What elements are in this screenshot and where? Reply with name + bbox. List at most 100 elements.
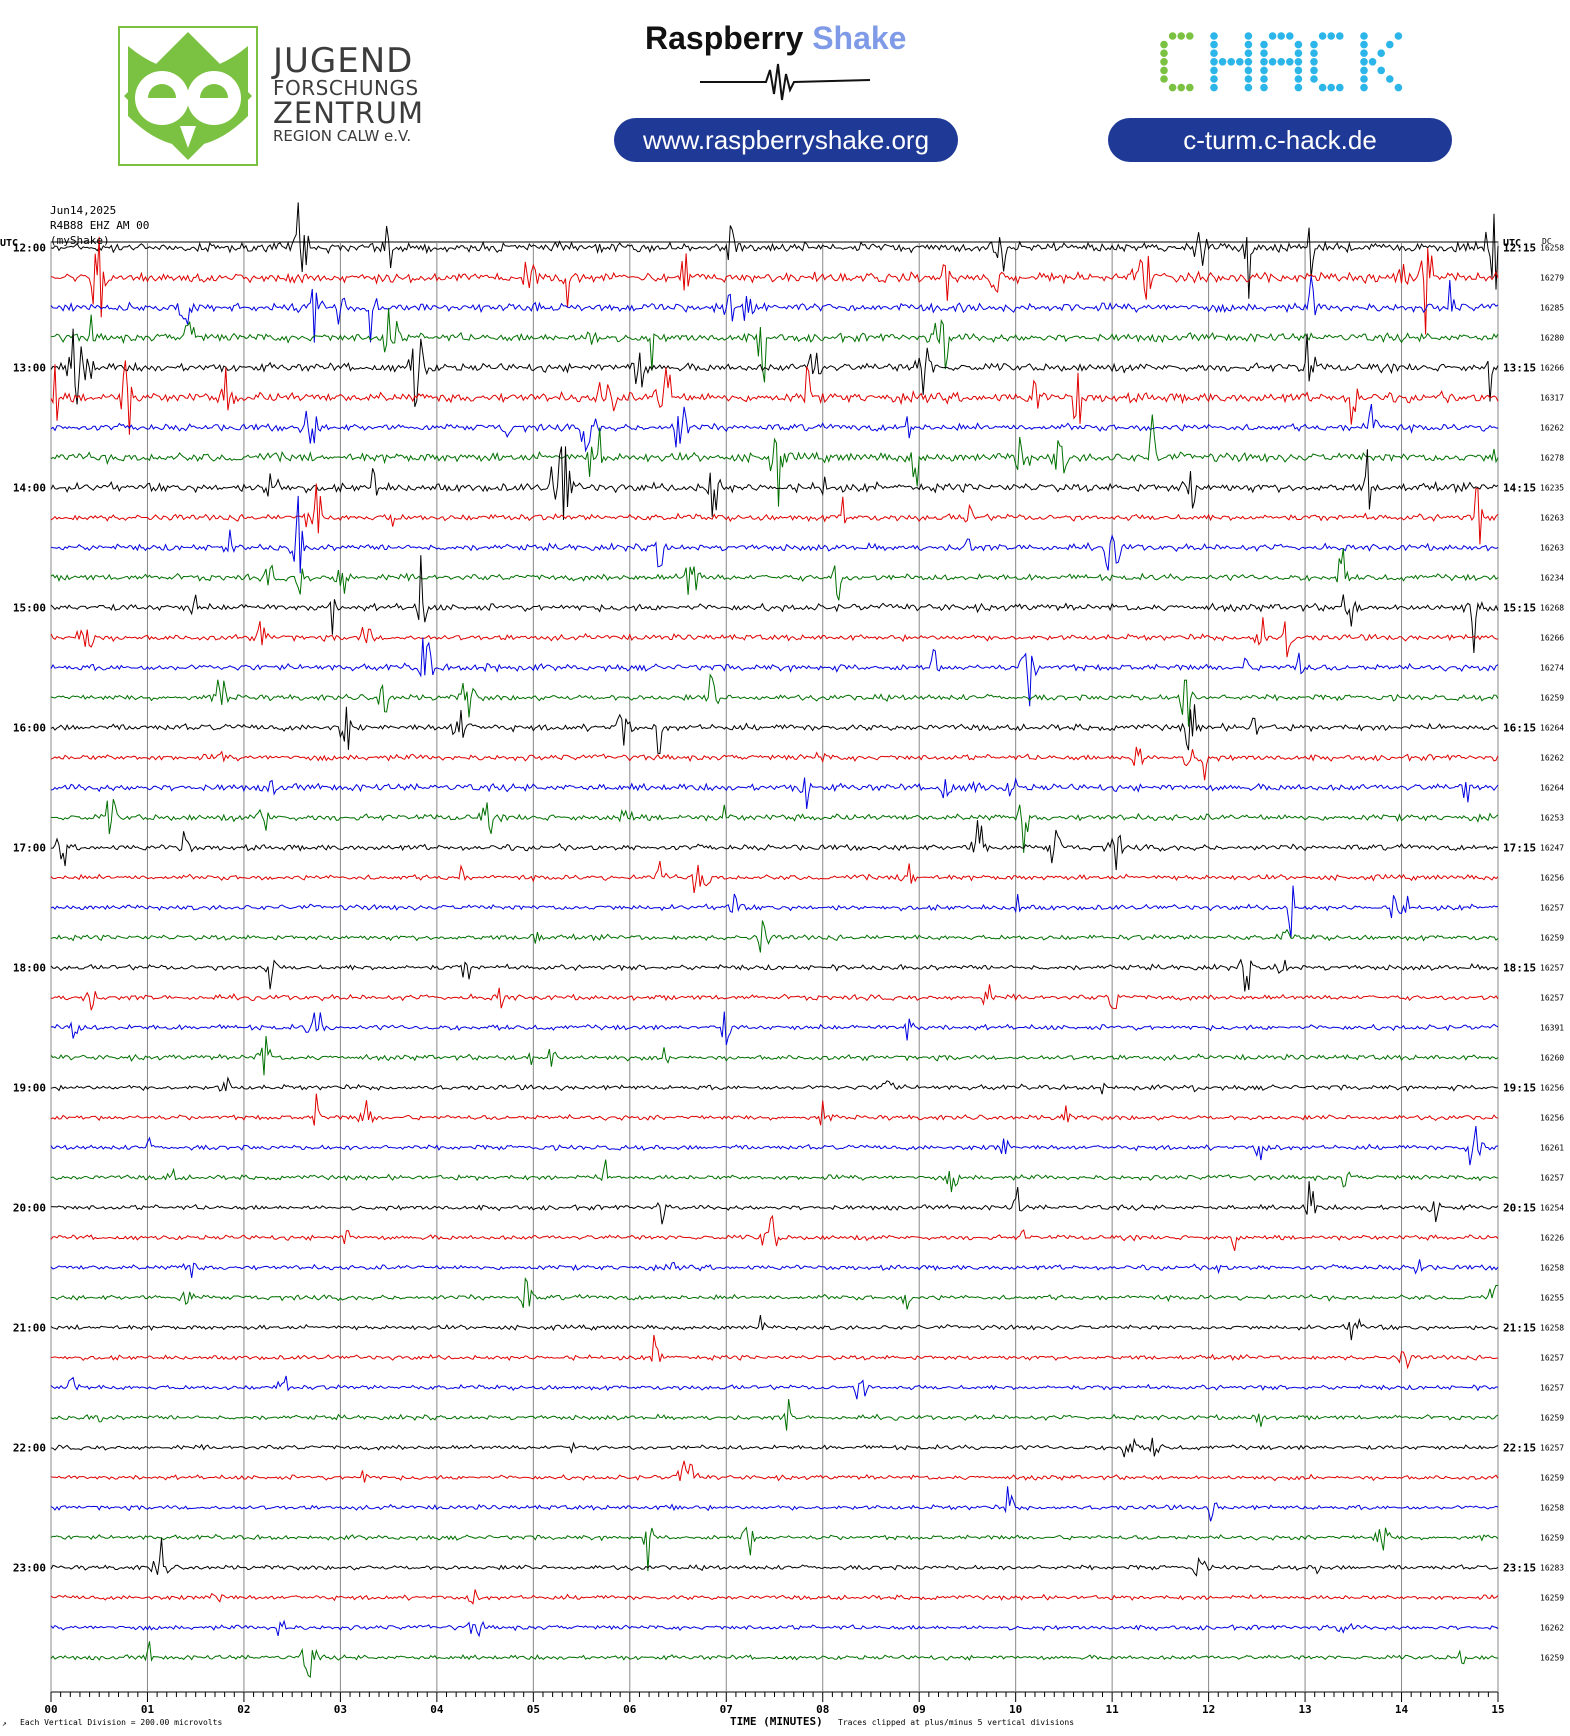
dc-offset-label: 16283	[1540, 1564, 1564, 1573]
chack-dot	[1177, 32, 1185, 40]
hour-label-right: 14:15	[1503, 482, 1536, 495]
chack-dot	[1336, 32, 1344, 40]
dc-offset-label: 16256	[1540, 874, 1564, 883]
chack-dot	[1260, 66, 1268, 75]
trace-line	[50, 414, 1499, 507]
trace-line	[50, 446, 1499, 520]
chack-dot	[1244, 40, 1253, 49]
hour-label-right: 19:15	[1503, 1082, 1536, 1095]
chack-dot	[1210, 75, 1218, 83]
chack-dot	[1318, 83, 1327, 92]
chack-dot	[1244, 66, 1253, 75]
chack-dot	[1294, 66, 1303, 75]
chack-dot	[1310, 40, 1318, 49]
trace-line	[50, 673, 1499, 727]
x-tick-label: 06	[623, 1703, 637, 1716]
chack-url-link[interactable]: c-turm.c-hack.de	[1108, 118, 1452, 162]
hour-label-left: 22:00	[13, 1442, 46, 1455]
chack-dot	[1177, 83, 1185, 92]
dc-offset-label: 16285	[1540, 304, 1564, 313]
trace-line	[50, 1181, 1499, 1225]
chack-dot	[1168, 32, 1177, 40]
trace-line	[50, 360, 1499, 435]
chack-dot	[1310, 58, 1318, 66]
x-tick-label: 14	[1395, 1703, 1409, 1716]
hour-label-left: 13:00	[13, 362, 46, 375]
chack-dot	[1244, 83, 1253, 92]
dc-offset-label: 16264	[1540, 724, 1564, 733]
hour-label-right: 13:15	[1503, 362, 1536, 375]
hour-label-right: 18:15	[1503, 962, 1536, 975]
footer-scale-note: Each Vertical Division = 200.00 microvol…	[20, 1718, 222, 1727]
hour-label-left: 19:00	[13, 1082, 46, 1095]
chart-station: R4B88 EHZ AM 00	[50, 219, 150, 232]
trace-line	[50, 1315, 1499, 1341]
dc-offset-label: 16264	[1540, 784, 1564, 793]
dc-offset-label: 16259	[1540, 1474, 1564, 1483]
jfz-line2: FORSCHUNGS	[273, 76, 419, 100]
chack-dot	[1394, 83, 1403, 92]
jfz-line4: REGION CALW e.V.	[273, 127, 412, 145]
hour-label-left: 20:00	[13, 1202, 46, 1215]
trace-line	[50, 1011, 1499, 1046]
chack-dot	[1360, 40, 1368, 49]
dc-offset-label: 16256	[1540, 1114, 1564, 1123]
trace-line	[50, 984, 1499, 1011]
chack-dot	[1336, 83, 1344, 92]
chack-dot	[1260, 58, 1268, 66]
dc-offset-label: 16262	[1540, 754, 1564, 763]
chack-dot	[1360, 75, 1368, 83]
trace-line	[50, 1460, 1499, 1483]
chack-logo-icon	[1160, 32, 1403, 92]
hour-label-left: 23:00	[13, 1562, 46, 1575]
dc-offset-label: 16266	[1540, 364, 1564, 373]
dc-offset-label: 16257	[1540, 994, 1564, 1003]
chack-dot	[1294, 49, 1303, 57]
dc-offset-label: 16391	[1540, 1024, 1564, 1033]
hour-label-right: 22:15	[1503, 1442, 1536, 1455]
hour-label-left: 14:00	[13, 482, 46, 495]
chack-dot	[1244, 75, 1253, 83]
trace-line	[50, 1619, 1499, 1638]
trace-line	[50, 1486, 1499, 1522]
x-tick-label: 08	[816, 1703, 829, 1716]
dc-offset-label: 16259	[1540, 1534, 1564, 1543]
trace-line	[50, 1214, 1499, 1251]
dc-offset-label: 16258	[1540, 1264, 1564, 1273]
trace-line	[50, 1277, 1499, 1310]
chack-dot	[1360, 32, 1368, 40]
chack-dot	[1310, 75, 1318, 83]
trace-line	[50, 920, 1499, 953]
x-tick-label: 00	[44, 1703, 57, 1716]
dc-offset-label: 16257	[1540, 1384, 1564, 1393]
dc-offset-label: 16258	[1540, 1324, 1564, 1333]
trace-line	[50, 637, 1499, 707]
chack-dot	[1160, 66, 1168, 75]
trace-line	[50, 704, 1499, 755]
chack-dot	[1210, 58, 1218, 66]
chack-dot	[1168, 83, 1177, 92]
x-tick-label: 13	[1298, 1703, 1311, 1716]
chack-dot	[1327, 83, 1335, 92]
dc-offset-label: 16254	[1540, 1204, 1564, 1213]
dc-offset-label: 16259	[1540, 1594, 1564, 1603]
chack-dot	[1377, 49, 1385, 57]
hour-label-right: 17:15	[1503, 842, 1536, 855]
chack-dot	[1236, 58, 1244, 66]
dc-offset-label: 16268	[1540, 604, 1564, 613]
dc-offset-label: 16259	[1540, 694, 1564, 703]
chack-dot	[1160, 58, 1168, 66]
trace-line	[50, 404, 1499, 453]
trace-line	[50, 328, 1499, 407]
chack-dot	[1327, 32, 1335, 40]
rs-title-a: Raspberry	[645, 20, 804, 56]
jfz-line3: ZENTRUM	[273, 96, 424, 130]
trace-line	[50, 1259, 1499, 1278]
dc-offset-label: 16253	[1540, 814, 1564, 823]
chack-dot	[1360, 58, 1368, 66]
trace-line	[50, 1035, 1499, 1076]
dc-offset-label: 16262	[1540, 424, 1564, 433]
dc-offset-label: 16266	[1540, 634, 1564, 643]
chack-dot	[1310, 49, 1318, 57]
raspberryshake-url-link[interactable]: www.raspberryshake.org	[614, 118, 958, 162]
